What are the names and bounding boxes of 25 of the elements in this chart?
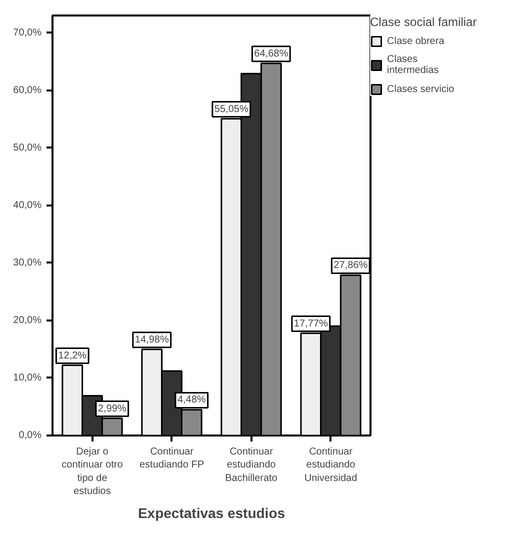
legend-label: Clases intermedias: [387, 54, 439, 76]
x-tick-label: Continuar estudiando Bachillerato: [225, 446, 278, 484]
y-tick-label: 50,0%: [13, 142, 42, 154]
y-tick-label: 20,0%: [13, 314, 42, 326]
x-tick-label: Continuar estudiando Universidad: [304, 446, 358, 484]
y-tick-label: 0,0%: [18, 430, 42, 441]
data-label: 2,99%: [98, 403, 126, 414]
y-tick-label: 40,0%: [13, 200, 42, 211]
data-label: 14,98%: [134, 334, 169, 346]
x-tick-label: Dejar o continuar otro tipo de estudios: [62, 446, 124, 498]
y-tick-label: 60,0%: [13, 84, 42, 96]
data-label: 17,77%: [294, 318, 328, 330]
data-label: 12,2%: [58, 350, 87, 362]
data-label: 27,86%: [334, 260, 368, 272]
y-tick-label: 30,0%: [13, 257, 42, 268]
y-tick-label: 70,0%: [13, 27, 42, 38]
x-axis-title: Expectativas estudios: [138, 505, 286, 522]
legend-title: Clase social familiar: [370, 15, 477, 29]
x-tick-label: Continuar estudiando FP: [140, 446, 204, 471]
data-label: 64,68%: [254, 48, 288, 60]
y-tick-label: 10,0%: [13, 372, 42, 384]
legend-label: Clases servicio: [387, 82, 454, 96]
data-label: 4,48%: [177, 394, 206, 406]
data-label: 55,05%: [214, 104, 248, 115]
legend-label: Clase obrera: [387, 34, 444, 48]
